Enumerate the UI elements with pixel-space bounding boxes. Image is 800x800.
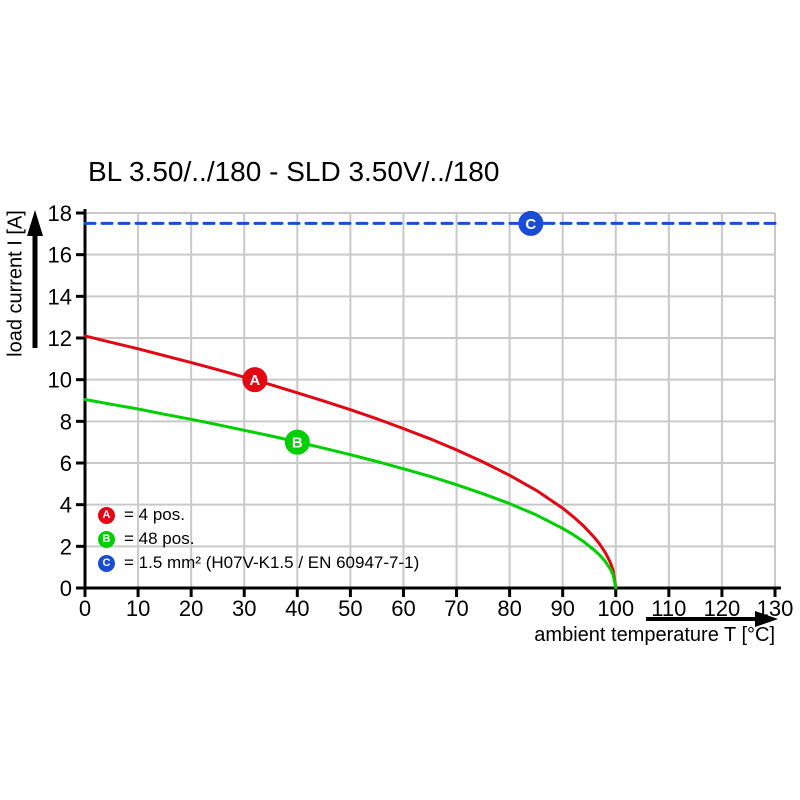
y-axis-arrowhead-icon <box>27 210 43 236</box>
legend-item-a: A = 4 pos. <box>98 503 419 527</box>
y-tick-label: 14 <box>48 284 72 309</box>
y-tick-label: 6 <box>60 451 72 476</box>
chart-title: BL 3.50/../180 - SLD 3.50V/../180 <box>88 156 500 187</box>
curve-a <box>83 334 618 590</box>
x-tick-label: 10 <box>126 596 150 621</box>
legend-item-c: C = 1.5 mm² (H07V-K1.5 / EN 60947-7-1) <box>98 551 419 575</box>
y-tick-label: 4 <box>60 493 72 518</box>
legend-marker-a-icon: A <box>98 506 115 524</box>
x-tick-label: 100 <box>597 596 634 621</box>
curve-marker-c-icon <box>518 210 544 236</box>
legend-marker-c-icon: C <box>98 554 115 572</box>
x-tick-label: 70 <box>444 596 468 621</box>
curve-b <box>83 398 618 590</box>
curve-marker-b-icon <box>284 429 310 455</box>
legend-item-b: B = 48 pos. <box>98 527 419 551</box>
legend: A = 4 pos. B = 48 pos. C = 1.5 mm² (H07V… <box>98 503 419 575</box>
x-tick-label: 90 <box>550 596 574 621</box>
x-tick-label: 40 <box>285 596 309 621</box>
x-tick-label: 20 <box>179 596 203 621</box>
x-tick-label: 60 <box>391 596 415 621</box>
legend-label-c: = 1.5 mm² (H07V-K1.5 / EN 60947-7-1) <box>124 553 420 572</box>
legend-label-a: = 4 pos. <box>124 505 185 524</box>
x-tick-label: 30 <box>232 596 256 621</box>
y-tick-label: 2 <box>60 534 72 559</box>
x-tick-label: 50 <box>338 596 362 621</box>
curve-marker-b-letter: B <box>292 435 303 452</box>
x-axis-arrowhead-icon <box>755 611 778 627</box>
x-axis-label: ambient temperature T [°C] <box>534 624 775 646</box>
y-tick-label: 12 <box>48 326 72 351</box>
legend-marker-b-icon: B <box>98 530 115 548</box>
curve-marker-a-letter: A <box>249 372 260 389</box>
x-tick-label: 80 <box>497 596 521 621</box>
x-tick-label: 120 <box>704 596 741 621</box>
y-tick-label: 0 <box>60 576 72 601</box>
legend-label-b: = 48 pos. <box>124 529 195 548</box>
curve-marker-a-icon <box>242 367 268 393</box>
y-tick-label: 16 <box>48 243 72 268</box>
y-tick-label: 18 <box>48 201 72 226</box>
x-tick-label: 0 <box>79 596 91 621</box>
curve-marker-c-letter: C <box>525 216 536 233</box>
y-tick-label: 8 <box>60 409 72 434</box>
y-tick-label: 10 <box>48 368 72 393</box>
x-tick-label: 110 <box>651 596 686 621</box>
